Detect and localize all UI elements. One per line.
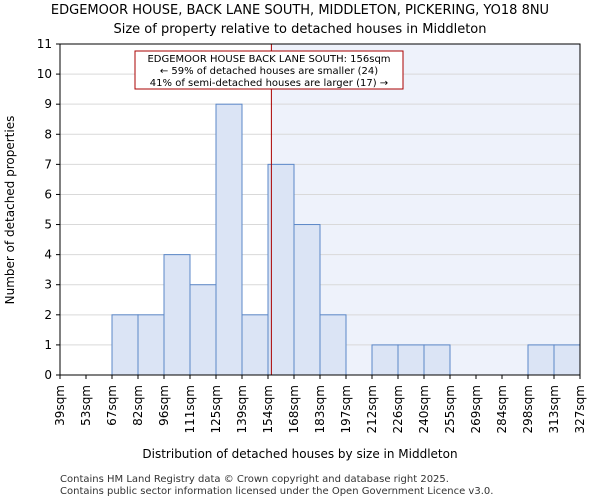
- y-tick-label-8: 8: [44, 127, 52, 141]
- x-tick-label-168sqm: 168sqm: [287, 385, 301, 433]
- x-tick-label-82sqm: 82sqm: [131, 385, 145, 426]
- bar-139sqm: [241, 314, 269, 376]
- annotation-line-3: 41% of semi-detached houses are larger (…: [150, 78, 388, 89]
- y-tick-label-0: 0: [44, 368, 52, 382]
- y-tick-label-9: 9: [44, 97, 52, 111]
- annotation-line-1: EDGEMOOR HOUSE BACK LANE SOUTH: 156sqm: [147, 54, 390, 65]
- footer-line-1: Contains HM Land Registry data © Crown c…: [60, 474, 449, 485]
- x-tick-label-255sqm: 255sqm: [443, 385, 457, 433]
- bar-82sqm: [137, 314, 165, 376]
- chart-subtitle: Size of property relative to detached ho…: [113, 22, 486, 37]
- annotation-frame: [134, 50, 404, 90]
- annotation-box: EDGEMOOR HOUSE BACK LANE SOUTH: 156sqm ←…: [134, 50, 404, 90]
- y-tick-label-2: 2: [44, 308, 52, 322]
- x-tick-label-212sqm: 212sqm: [365, 385, 379, 433]
- y-tick-label-1: 1: [44, 338, 52, 352]
- bar-226sqm: [397, 344, 425, 376]
- bar-240sqm: [423, 344, 451, 376]
- x-tick-label-327sqm: 327sqm: [573, 385, 587, 433]
- x-tick-label-96sqm: 96sqm: [157, 385, 171, 426]
- bar-183sqm: [319, 314, 347, 376]
- bar-96sqm: [163, 254, 191, 376]
- y-tick-label-5: 5: [44, 218, 52, 232]
- x-tick-label-240sqm: 240sqm: [417, 385, 431, 433]
- x-tick-label-154sqm: 154sqm: [261, 385, 275, 433]
- x-tick-label-125sqm: 125sqm: [209, 385, 223, 433]
- x-tick-label-67sqm: 67sqm: [105, 385, 119, 426]
- x-tick-label-298sqm: 298sqm: [521, 385, 535, 433]
- x-axis-label: Distribution of detached houses by size …: [142, 447, 457, 461]
- x-tick-label-226sqm: 226sqm: [391, 385, 405, 433]
- x-tick-label-139sqm: 139sqm: [235, 385, 249, 433]
- y-tick-label-6: 6: [44, 187, 52, 201]
- bar-298sqm: [527, 344, 555, 376]
- y-tick-label-11: 11: [37, 37, 52, 51]
- x-tick-label-313sqm: 313sqm: [547, 385, 561, 433]
- x-tick-label-284sqm: 284sqm: [495, 385, 509, 433]
- y-tick-label-10: 10: [37, 67, 52, 81]
- bar-212sqm: [371, 344, 399, 376]
- annotation-line-2: ← 59% of detached houses are smaller (24…: [160, 66, 378, 77]
- y-tick-label-3: 3: [44, 278, 52, 292]
- bar-168sqm: [293, 224, 321, 376]
- bar-111sqm: [189, 284, 217, 376]
- x-tick-label-53sqm: 53sqm: [79, 385, 93, 426]
- bar-154sqm: [267, 163, 295, 376]
- chart-title: EDGEMOOR HOUSE, BACK LANE SOUTH, MIDDLET…: [51, 3, 549, 18]
- x-tick-label-197sqm: 197sqm: [339, 385, 353, 433]
- x-tick-label-183sqm: 183sqm: [313, 385, 327, 433]
- x-tick-label-269sqm: 269sqm: [469, 385, 483, 433]
- y-tick-label-7: 7: [44, 157, 52, 171]
- x-tick-label-39sqm: 39sqm: [53, 385, 67, 426]
- y-axis-label: Number of detached properties: [3, 116, 17, 305]
- bar-313sqm: [553, 344, 581, 376]
- bar-125sqm: [215, 103, 243, 376]
- y-tick-label-4: 4: [44, 248, 52, 262]
- footer-line-2: Contains public sector information licen…: [60, 486, 493, 497]
- x-tick-label-111sqm: 111sqm: [183, 385, 197, 433]
- bar-67sqm: [111, 314, 139, 376]
